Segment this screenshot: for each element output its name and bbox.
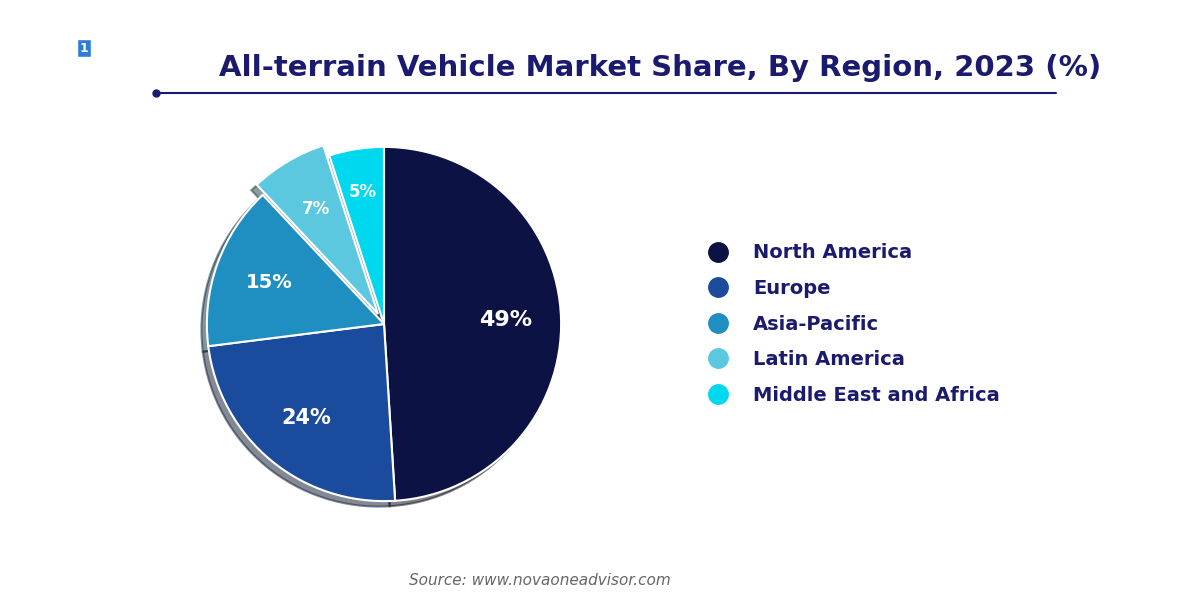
Wedge shape [206, 195, 384, 346]
Text: 7%: 7% [301, 200, 330, 218]
Text: NOVA: NOVA [24, 41, 64, 55]
Legend: North America, Europe, Asia-Pacific, Latin America, Middle East and Africa: North America, Europe, Asia-Pacific, Lat… [679, 224, 1019, 424]
Text: ADVISOR: ADVISOR [102, 41, 166, 55]
Text: 49%: 49% [479, 310, 533, 330]
Text: All-terrain Vehicle Market Share, By Region, 2023 (%): All-terrain Vehicle Market Share, By Reg… [218, 54, 1102, 82]
Wedge shape [384, 147, 562, 501]
Text: Source: www.novaoneadvisor.com: Source: www.novaoneadvisor.com [409, 573, 671, 588]
Wedge shape [257, 145, 378, 314]
Wedge shape [209, 324, 395, 501]
Wedge shape [329, 147, 384, 324]
Text: 24%: 24% [281, 408, 331, 428]
Text: 15%: 15% [246, 273, 293, 292]
Text: 5%: 5% [349, 183, 377, 201]
Text: 1: 1 [79, 41, 88, 55]
